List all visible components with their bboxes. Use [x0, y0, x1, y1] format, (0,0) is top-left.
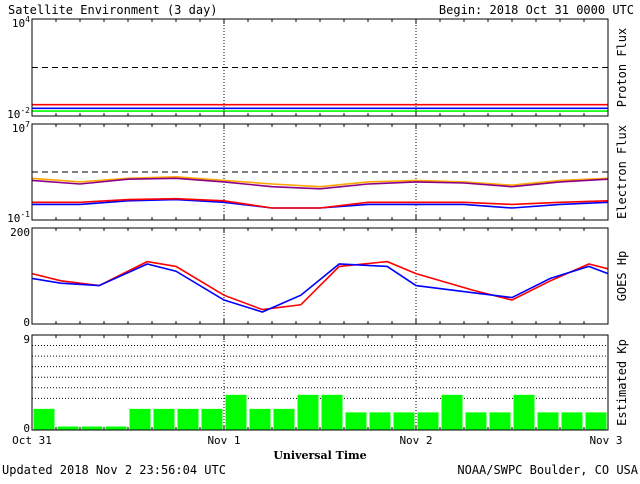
kp-panel-kp-bar	[225, 394, 247, 430]
kp-panel-kp-bar	[81, 426, 103, 430]
electron-panel-ylabel: Electron Flux	[615, 125, 629, 219]
hp-panel-series-red	[31, 260, 609, 311]
kp-panel-kp-bar	[393, 412, 415, 430]
chart-title: Satellite Environment (3 day)	[8, 3, 218, 17]
x-tick-nov3: Nov 3	[589, 434, 622, 447]
x-axis-label: Universal Time	[273, 449, 366, 462]
kp-panel-kp-bar	[57, 426, 79, 430]
kp-panel-kp-bar	[537, 412, 559, 430]
kp-panel-kp-bar	[153, 408, 175, 430]
kp-panel-kp-bar	[105, 426, 127, 430]
kp-panel-kp-bar	[273, 408, 295, 430]
hp-panel-y-tick-bottom: 0	[23, 316, 30, 329]
electron-panel-y-tick-top: 107	[12, 120, 30, 135]
x-tick-oct31: Oct 31	[12, 434, 52, 447]
kp-panel-kp-bar	[489, 412, 511, 430]
updated-text: Updated 2018 Nov 2 23:56:04 UTC	[2, 463, 226, 477]
kp-panel-y-tick-top: 9	[23, 333, 30, 346]
panels: 104 10-2 Proton Flux 107 10-1 Electron Flux 20…	[7, 15, 629, 435]
proton-panel-ylabel: Proton Flux	[615, 28, 629, 107]
begin-time: Begin: 2018 Oct 31 0000 UTC	[439, 3, 634, 17]
electron-panel-series-orange	[31, 175, 609, 188]
proton-panel-y-tick-bottom: 10-2	[7, 106, 30, 121]
kp-panel-kp-bar	[345, 412, 367, 430]
kp-panel-kp-bar	[177, 408, 199, 430]
kp-panel-ylabel: Estimated Kp	[615, 339, 629, 426]
hp-panel-y-tick-top: 200	[10, 226, 30, 239]
kp-panel-kp-bar	[201, 408, 223, 430]
kp-panel-kp-bar	[441, 394, 463, 430]
kp-panel-kp-bar	[585, 412, 607, 430]
kp-panel-kp-bar	[321, 394, 343, 430]
kp-panel-kp-bar	[297, 394, 319, 430]
kp-panel-frame	[31, 334, 609, 431]
kp-panel-kp-bar	[129, 408, 151, 430]
electron-panel-frame	[31, 123, 609, 221]
kp-panel-kp-bar	[417, 412, 439, 430]
hp-panel-series-blue	[31, 263, 609, 313]
kp-panel-kp-bar	[513, 394, 535, 430]
proton-panel-frame	[31, 18, 609, 117]
credit-text: NOAA/SWPC Boulder, CO USA	[457, 463, 638, 477]
hp-panel-frame	[31, 227, 609, 325]
proton-panel-y-tick-top: 104	[12, 15, 30, 30]
kp-panel-kp-bar	[33, 408, 55, 430]
kp-panel-kp-bar	[561, 412, 583, 430]
kp-panel-y-tick-bottom: 0	[23, 422, 30, 435]
electron-panel-series-purple	[31, 177, 609, 190]
electron-panel-y-tick-bottom: 10-1	[7, 210, 30, 225]
kp-panel-kp-bar	[465, 412, 487, 430]
hp-panel-ylabel: GOES Hp	[615, 251, 629, 302]
kp-panel-kp-bar	[249, 408, 271, 430]
x-tick-nov2: Nov 2	[399, 434, 432, 447]
electron-panel-series-red	[32, 197, 609, 209]
x-tick-nov1: Nov 1	[207, 434, 240, 447]
kp-panel-kp-bar	[369, 412, 391, 430]
